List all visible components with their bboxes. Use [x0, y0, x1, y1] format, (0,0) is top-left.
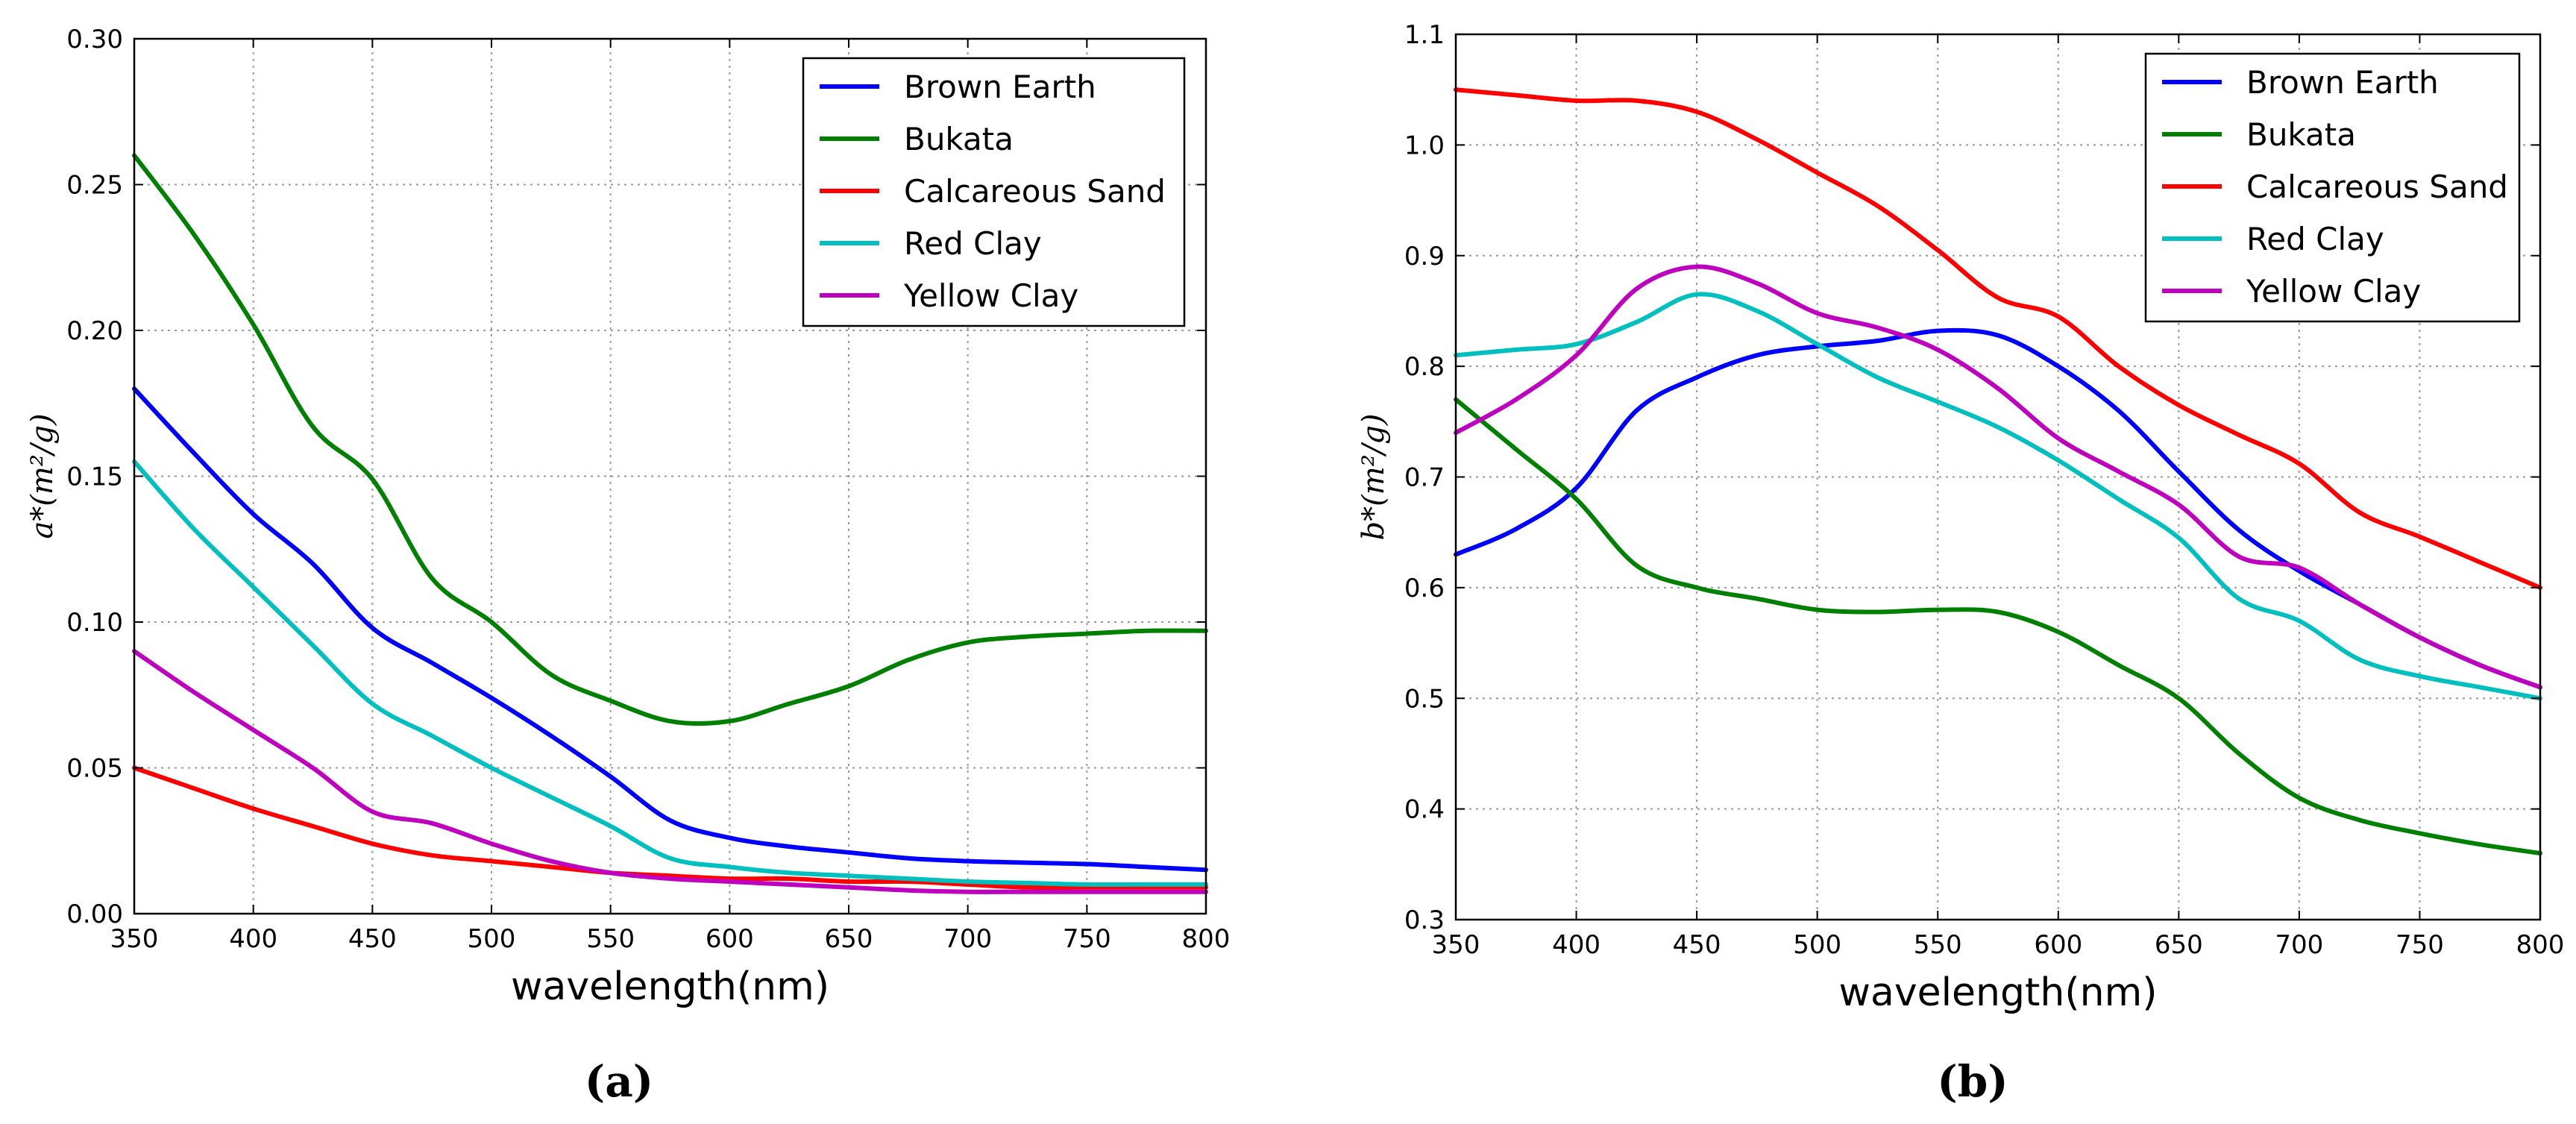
x-tick-label: 350	[110, 924, 159, 954]
series-line-bukata	[1454, 397, 2542, 855]
x-tick-label: 450	[1673, 930, 1721, 960]
y-tick-label: 0.5	[1404, 684, 1445, 714]
series-line-red-clay	[132, 459, 1208, 888]
y-tick-label: 0.20	[66, 316, 123, 346]
y-axis-label: b*(m²/g)	[1357, 414, 1391, 541]
legend-label: Calcareous Sand	[2246, 169, 2508, 205]
y-tick-label: 0.05	[66, 754, 123, 784]
y-tick-label: 0.6	[1404, 574, 1445, 603]
x-tick-label: 650	[825, 924, 873, 954]
x-tick-label: 650	[2155, 930, 2203, 960]
y-tick-label: 0.15	[66, 462, 123, 492]
x-axis-label: wavelength(nm)	[511, 964, 829, 1009]
y-tick-label: 0.7	[1404, 463, 1445, 493]
series-line-bukata	[132, 153, 1208, 726]
y-tick-label: 0.9	[1404, 242, 1445, 271]
series-line-calcareous-sand	[1454, 87, 2542, 590]
chart-panel-a: 350 400 450 500 550 600 650 700 750 800 0.00 0.05 0.…	[25, 25, 1230, 1107]
x-tick-label: 750	[2396, 930, 2444, 960]
panel-caption: (a)	[585, 1056, 653, 1107]
x-tick-label: 700	[2275, 930, 2323, 960]
legend-label: Bukata	[904, 121, 1014, 157]
legend-label: Red Clay	[2246, 221, 2384, 257]
panel-caption: (b)	[1937, 1056, 2008, 1107]
series-line-calcareous-sand	[132, 765, 1208, 891]
y-tick-label: 0.8	[1404, 352, 1445, 382]
legend-label: Bukata	[2246, 116, 2356, 153]
x-tick-label: 350	[1432, 930, 1480, 960]
legend-label: Calcareous Sand	[904, 173, 1166, 210]
x-axis-label: wavelength(nm)	[1838, 970, 2157, 1015]
series-line-yellow-clay	[132, 649, 1208, 894]
legend-label: Red Clay	[904, 225, 1042, 262]
x-tick-label: 400	[1552, 930, 1600, 960]
y-tick-label: 0.4	[1404, 795, 1445, 825]
x-tick-label: 800	[2516, 930, 2565, 960]
x-tick-label: 550	[586, 924, 635, 954]
y-axis-label: a*(m²/g)	[25, 413, 60, 539]
x-tick-label: 700	[943, 924, 992, 954]
series-line-red-clay	[1454, 292, 2542, 701]
x-tick-label: 600	[706, 924, 754, 954]
x-tick-label: 750	[1063, 924, 1111, 954]
y-tick-label: 1.1	[1404, 20, 1445, 50]
y-tick-label: 0.3	[1404, 905, 1445, 935]
y-tick-label: 0.30	[66, 25, 123, 54]
series-line-brown-earth	[1454, 327, 2542, 690]
x-tick-label: 400	[229, 924, 277, 954]
legend-label: Brown Earth	[2246, 64, 2439, 101]
chart-panel-b: 350 400 450 500 550 600 650 700 750 800 0.3 0.4 0.5 0…	[1357, 20, 2564, 1107]
legend-label: Brown Earth	[904, 69, 1096, 105]
x-tick-label: 500	[468, 924, 516, 954]
x-tick-label: 500	[1793, 930, 1841, 960]
x-tick-label: 550	[1914, 930, 1962, 960]
x-tick-label: 600	[2034, 930, 2082, 960]
series-line-brown-earth	[132, 386, 1208, 873]
y-tick-label: 1.0	[1404, 131, 1445, 160]
y-tick-label: 0.00	[66, 899, 123, 929]
legend-label: Yellow Clay	[903, 277, 1078, 314]
legend-label: Yellow Clay	[2246, 273, 2421, 310]
series-line-yellow-clay	[1454, 264, 2542, 690]
x-tick-label: 800	[1182, 924, 1231, 954]
y-tick-label: 0.25	[66, 171, 123, 201]
legend-box	[2144, 52, 2521, 323]
y-tick-label: 0.10	[66, 608, 123, 638]
x-tick-label: 450	[348, 924, 397, 954]
